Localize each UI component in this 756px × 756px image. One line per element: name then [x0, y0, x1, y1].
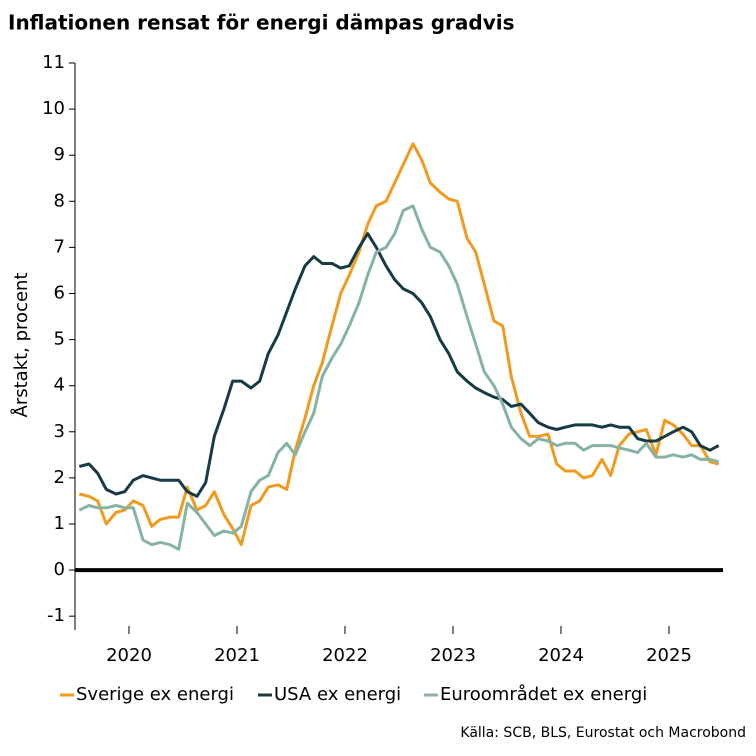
- y-tick-label: 6: [54, 282, 65, 303]
- x-tick-label: 2022: [322, 645, 368, 666]
- y-tick-label: 4: [54, 375, 65, 396]
- x-tick-label: 2023: [430, 645, 476, 666]
- y-tick-label: 0: [54, 559, 65, 580]
- y-tick-label: 7: [54, 236, 65, 257]
- y-tick-label: 2: [54, 467, 65, 488]
- legend-label: Euroområdet ex energi: [440, 684, 647, 705]
- x-tick-label: 2020: [106, 645, 152, 666]
- y-tick-label: 11: [42, 52, 65, 73]
- y-tick-label: 3: [54, 421, 65, 442]
- chart-title: Inflationen rensat för energi dämpas gra…: [8, 11, 515, 35]
- y-tick-label: -1: [47, 605, 65, 626]
- x-tick-label: 2025: [646, 645, 692, 666]
- x-tick-label: 2021: [214, 645, 260, 666]
- legend-label: USA ex energi: [274, 684, 401, 705]
- y-tick-label: 1: [54, 513, 65, 534]
- y-tick-label: 9: [54, 144, 65, 165]
- source: Källa: SCB, BLS, Eurostat och Macrobond: [460, 725, 746, 741]
- x-tick-label: 2024: [538, 645, 584, 666]
- y-axis-label: Årstakt, procent: [10, 273, 32, 418]
- y-tick-label: 8: [54, 190, 65, 211]
- legend-label: Sverige ex energi: [76, 684, 234, 705]
- y-tick-label: 10: [42, 98, 65, 119]
- series-line: [78, 142, 720, 547]
- y-tick-label: 5: [54, 329, 65, 350]
- series-line: [78, 204, 720, 551]
- series-line: [78, 232, 720, 498]
